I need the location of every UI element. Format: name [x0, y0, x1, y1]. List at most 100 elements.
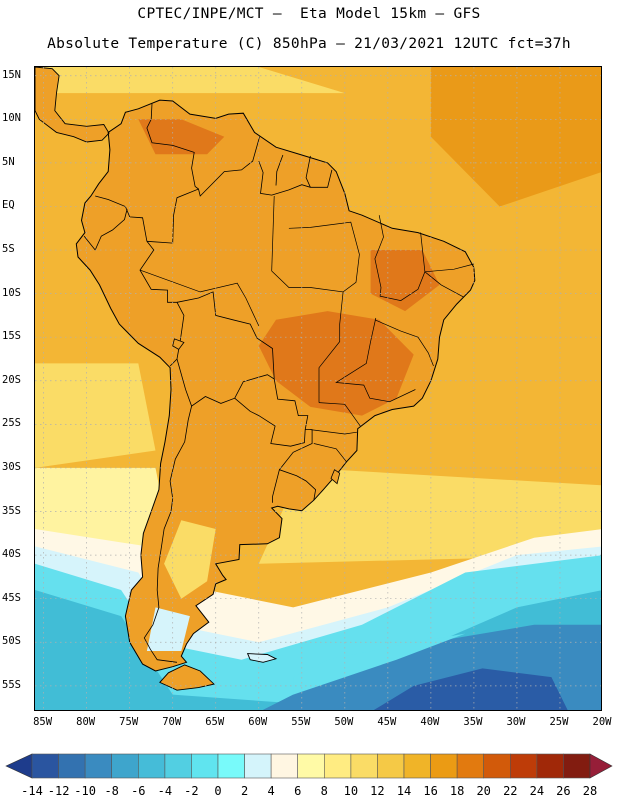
colorbar-label: 14: [396, 784, 412, 798]
colorbar-label: 12: [370, 784, 385, 798]
latitude-label: EQ: [2, 199, 15, 212]
country-border: [272, 469, 317, 503]
latitude-label: 10S: [2, 286, 21, 299]
pacific-mild-zone: [35, 363, 156, 468]
colorbar-segment: [31, 753, 59, 779]
country-border: [305, 155, 311, 188]
state-border: [335, 317, 416, 403]
colorbar-segment: [430, 753, 458, 779]
latitude-label: 15N: [2, 68, 21, 81]
state-border: [271, 270, 344, 403]
colorbar-label: 24: [529, 784, 545, 798]
longitude-label: 85W: [33, 716, 53, 728]
country-border: [146, 136, 260, 244]
latitude-label: 20S: [2, 373, 21, 386]
colorbar-label: 10: [343, 784, 359, 798]
longitude-label: 25W: [549, 716, 569, 728]
colorbar-segment: [377, 753, 405, 779]
colorbar-label: 0: [214, 784, 222, 798]
latitude-label: 55S: [2, 678, 21, 691]
lagoa-dos-patos-outline: [330, 469, 341, 485]
cold-tongue: [293, 633, 466, 695]
latitude-label: 50S: [2, 635, 21, 648]
colorbar-label: 8: [320, 784, 328, 798]
central-america-outline: [35, 67, 110, 143]
latitude-label: 10N: [2, 112, 21, 125]
hot-north-zone: [138, 119, 225, 155]
country-border: [146, 103, 199, 190]
colorbar-label: 2: [240, 784, 249, 798]
country-border: [83, 209, 128, 251]
state-border: [139, 269, 260, 327]
patagonia-mild-zone: [164, 520, 216, 599]
colorbar-segment: [483, 753, 511, 779]
colorbar-label: 16: [423, 784, 438, 798]
latitude-label: 5N: [2, 155, 15, 168]
colorbar-label: -2: [184, 784, 199, 798]
colorbar-segment: [563, 753, 591, 779]
latitude-label: 15S: [2, 330, 21, 343]
colorbar-low-arrow: [5, 753, 33, 779]
hot-interior-zone: [258, 311, 414, 416]
latitude-label: 40S: [2, 548, 21, 561]
warm-atlantic-zone: [430, 67, 601, 207]
caribbean-mild-zone: [35, 67, 345, 94]
map-panel: [34, 66, 602, 711]
latitude-label: 45S: [2, 591, 21, 604]
hot-northeast-zone: [370, 250, 440, 312]
country-border: [234, 378, 309, 447]
longitude-label: 20W: [592, 716, 612, 728]
coastline: [75, 99, 476, 672]
colorbar-label: 28: [582, 784, 598, 798]
lake-titicaca-outline: [172, 338, 185, 350]
coldest-zone: [373, 668, 568, 710]
colorbar-label: 18: [449, 784, 465, 798]
tierra-del-fuego-outline: [159, 664, 215, 691]
colorbar-label: -10: [74, 784, 96, 798]
colorbar-segment: [138, 753, 166, 779]
longitude-label: 45W: [377, 716, 397, 728]
longitude-label: 70W: [162, 716, 182, 728]
longitude-label: 75W: [119, 716, 139, 728]
country-border: [279, 429, 313, 470]
colorbar-segment: [270, 753, 299, 779]
map-subtitle: Absolute Temperature (C) 850hPa – 21/03/…: [47, 36, 571, 52]
latitude-label: 25S: [2, 417, 21, 430]
color-scale-bar: [5, 753, 613, 779]
longitude-label: 80W: [76, 716, 96, 728]
latitude-label: 35S: [2, 504, 21, 517]
state-border: [271, 195, 275, 272]
colorbar-label: 20: [476, 784, 491, 798]
colorbar-label: -8: [104, 784, 119, 798]
colorbar-segment: [297, 753, 325, 779]
longitude-label: 55W: [291, 716, 311, 728]
longitude-label: 40W: [420, 716, 440, 728]
state-border: [374, 319, 434, 367]
longitude-label: 65W: [205, 716, 225, 728]
colorbar-segment: [191, 753, 219, 779]
falkland-islands-outline: [246, 653, 278, 663]
colorbar-segment: [58, 753, 86, 779]
country-border: [95, 195, 148, 242]
patagonia-cold-zone: [146, 607, 190, 651]
longitude-label: 60W: [248, 716, 268, 728]
colorbar-segment: [164, 753, 192, 779]
colorbar-label: 22: [503, 784, 518, 798]
latitude-label: 5S: [2, 243, 15, 256]
colorbar-segment: [536, 753, 564, 779]
colorbar-segment: [111, 753, 139, 779]
state-border: [310, 429, 357, 435]
state-border: [424, 271, 464, 298]
longitude-label: 50W: [334, 716, 354, 728]
colorbar-segment: [244, 753, 272, 779]
colorbar-high-arrow: [589, 753, 613, 779]
colorbar-segment: [84, 753, 112, 779]
colorbar-label: 26: [556, 784, 571, 798]
state-border: [318, 402, 361, 427]
colorbar-segment: [350, 753, 378, 779]
country-border: [258, 160, 333, 196]
latitude-label: 30S: [2, 460, 21, 473]
south-atlantic-mild-zone: [258, 467, 601, 564]
country-border: [143, 406, 192, 663]
country-border: [275, 154, 284, 186]
